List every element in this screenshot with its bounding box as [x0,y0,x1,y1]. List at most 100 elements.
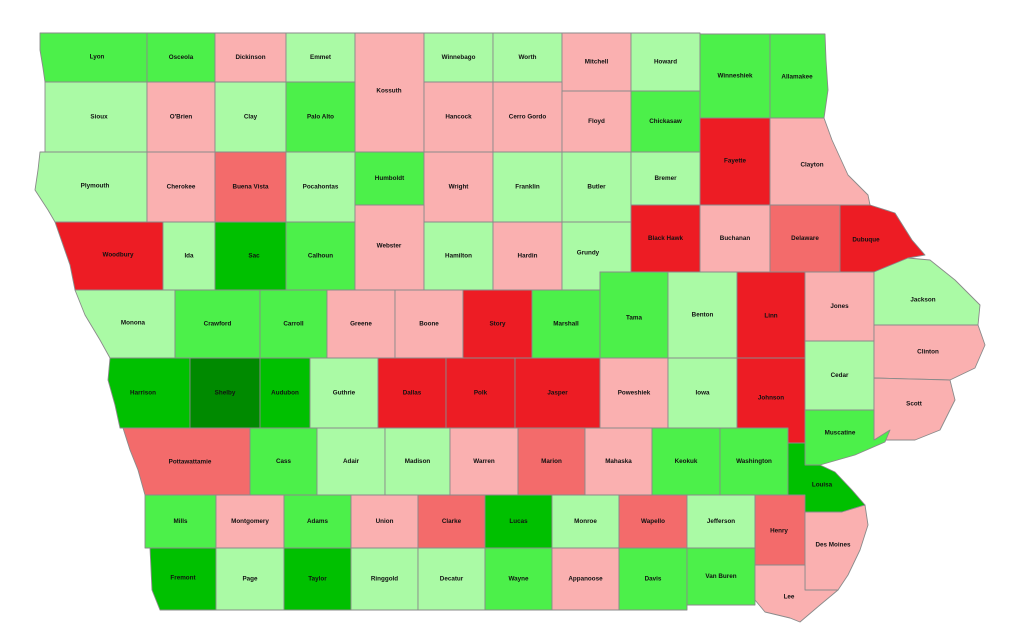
county-label-jasper: Jasper [547,390,568,397]
county-label-madison: Madison [405,458,431,465]
county-label-obrien: O'Brien [170,114,193,121]
county-label-greene: Greene [350,321,372,328]
county-label-clarke: Clarke [442,518,462,525]
county-label-tama: Tama [626,315,642,322]
county-label-page: Page [242,576,258,583]
county-davis [618,547,688,611]
county-label-ida: Ida [184,253,194,260]
county-label-dubuque: Dubuque [852,237,880,244]
county-label-davis: Davis [645,576,662,583]
county-label-lyon: Lyon [90,54,105,61]
county-label-iowa: Iowa [696,390,710,397]
county-label-harrison: Harrison [130,390,156,397]
county-label-winnebago: Winnebago [442,54,476,61]
counties-layer [34,32,986,623]
county-label-lee: Lee [784,594,795,601]
county-jackson [873,257,981,326]
county-label-crawford: Crawford [204,321,232,328]
county-label-benton: Benton [692,312,714,319]
county-label-story: Story [489,321,506,328]
county-label-keokuk: Keokuk [675,458,698,465]
county-label-cherokee: Cherokee [167,184,196,191]
county-label-delaware: Delaware [791,235,819,242]
county-label-union: Union [376,518,394,525]
county-label-woodbury: Woodbury [102,252,134,259]
county-label-sioux: Sioux [90,114,108,121]
county-label-washington: Washington [736,458,772,465]
county-label-jackson: Jackson [910,297,935,304]
county-label-emmet: Emmet [310,54,332,61]
county-label-mahaska: Mahaska [605,458,632,465]
county-label-butler: Butler [587,184,606,191]
county-label-decatur: Decatur [440,576,464,583]
county-label-monona: Monona [121,320,146,327]
county-label-poweshiek: Poweshiek [618,390,651,397]
county-label-howard: Howard [654,59,677,66]
county-fremont [149,547,217,611]
county-label-johnson: Johnson [758,395,784,402]
county-label-osceola: Osceola [169,54,194,61]
county-label-appanoose: Appanoose [568,576,603,583]
county-label-marshall: Marshall [553,321,579,328]
county-label-fremont: Fremont [170,575,196,582]
county-label-kossuth: Kossuth [376,88,401,95]
county-label-jones: Jones [830,303,849,310]
county-label-wright: Wright [449,184,470,191]
county-label-paloalto: Palo Alto [307,114,334,121]
county-label-hancock: Hancock [445,114,472,121]
county-label-polk: Polk [474,390,488,397]
county-label-audubon: Audubon [271,390,299,397]
county-label-buchanan: Buchanan [720,235,751,242]
county-label-taylor: Taylor [308,576,327,583]
county-label-montgomery: Montgomery [231,518,269,525]
county-lee [754,564,839,623]
county-label-carroll: Carroll [283,321,304,328]
county-label-guthrie: Guthrie [333,390,356,397]
county-label-dickinson: Dickinson [235,54,265,61]
county-label-scott: Scott [906,401,923,408]
county-label-blackhawk: Black Hawk [648,235,683,242]
county-label-allamakee: Allamakee [781,74,813,81]
county-label-fayette: Fayette [724,158,747,165]
county-label-muscatine: Muscatine [825,430,856,437]
county-label-chickasaw: Chickasaw [649,118,682,125]
county-scott [873,377,956,441]
county-label-louisa: Louisa [812,482,833,489]
county-label-adair: Adair [343,458,360,465]
county-label-dallas: Dallas [403,390,422,397]
county-label-grundy: Grundy [577,250,600,257]
county-label-clay: Clay [244,114,258,121]
county-label-hamilton: Hamilton [445,253,472,260]
county-label-franklin: Franklin [515,184,540,191]
county-label-clayton: Clayton [800,162,823,169]
county-label-calhoun: Calhoun [308,253,333,260]
county-label-worth: Worth [518,54,536,61]
county-label-adams: Adams [307,518,328,525]
county-label-cerrogordo: Cerro Gordo [509,114,547,121]
county-label-marion: Marion [541,458,562,465]
county-label-vanburen: Van Buren [705,573,736,580]
county-label-henry: Henry [770,528,788,535]
county-label-hardin: Hardin [518,253,538,260]
county-label-lucas: Lucas [509,518,528,525]
county-label-jefferson: Jefferson [707,518,735,525]
county-label-mitchell: Mitchell [585,59,609,66]
county-label-bremer: Bremer [654,175,677,182]
labels-layer: Lyon Osceola Dickinson Emmet Kossuth Winnebag… [81,54,939,601]
county-label-mills: Mills [174,518,188,525]
county-label-webster: Webster [377,243,402,250]
county-label-buenavista: Buena Vista [233,184,269,191]
county-label-plymouth: Plymouth [81,183,110,190]
county-label-pottawattamie: Pottawattamie [169,459,212,466]
county-label-ringgold: Ringgold [371,576,398,583]
county-label-pocahontas: Pocahontas [303,184,339,191]
county-label-monroe: Monroe [574,518,597,525]
county-label-warren: Warren [473,458,495,465]
county-label-wapello: Wapello [641,518,665,525]
county-label-shelby: Shelby [215,390,236,397]
county-label-cass: Cass [276,458,292,465]
county-label-boone: Boone [419,321,439,328]
county-label-linn: Linn [764,313,777,320]
county-label-cedar: Cedar [831,372,849,379]
